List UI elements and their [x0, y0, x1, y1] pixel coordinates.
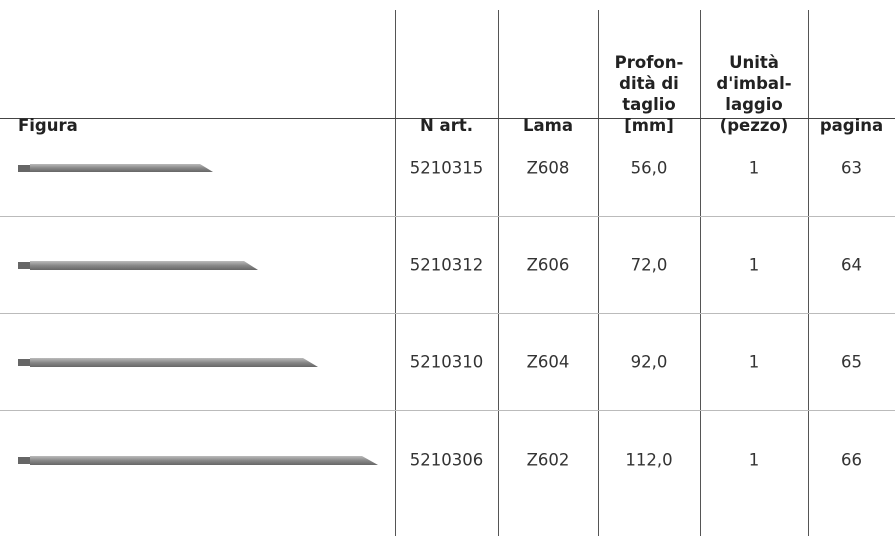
header-divider [0, 118, 895, 119]
table-cell: 112,0 [625, 450, 673, 470]
table-cell: 72,0 [630, 255, 668, 275]
table-cell: Z608 [526, 158, 570, 178]
column-header: Figura [18, 116, 78, 135]
table-cell: Z606 [526, 255, 570, 275]
column-header: Lama [523, 116, 573, 135]
table-cell: 5210312 [409, 255, 484, 275]
table-cell: 65 [841, 352, 862, 372]
row-divider [0, 216, 895, 217]
blade [18, 164, 213, 172]
column-divider [395, 10, 396, 536]
column-header: pagina [819, 116, 884, 135]
table-cell: 92,0 [630, 352, 668, 372]
table-cell: 63 [841, 158, 862, 178]
column-header: N art. [420, 116, 473, 135]
table-cell: Z604 [526, 352, 570, 372]
row-divider [0, 313, 895, 314]
blade [18, 456, 378, 465]
column-header: Profon- dità di taglio [mm] [614, 53, 684, 135]
column-header: Unità d'imbal- laggio (pezzo) [716, 53, 792, 135]
table-cell: Z602 [526, 450, 570, 470]
table-cell: 56,0 [630, 158, 668, 178]
table-cell: 5210315 [409, 158, 484, 178]
column-divider [598, 10, 599, 536]
table-cell: 1 [748, 158, 760, 178]
column-divider [700, 10, 701, 536]
blade-figures [18, 164, 378, 465]
table-cell: 5210310 [409, 352, 484, 372]
blade [18, 358, 318, 367]
table-cell: 64 [841, 255, 862, 275]
column-divider [498, 10, 499, 536]
table-cell: 1 [748, 255, 760, 275]
row-divider [0, 410, 895, 411]
column-divider [808, 10, 809, 536]
table-cell: 1 [748, 352, 760, 372]
table-cell: 1 [748, 450, 760, 470]
table-cell: 5210306 [409, 450, 484, 470]
blade [18, 261, 258, 270]
table-cell: 66 [841, 450, 862, 470]
